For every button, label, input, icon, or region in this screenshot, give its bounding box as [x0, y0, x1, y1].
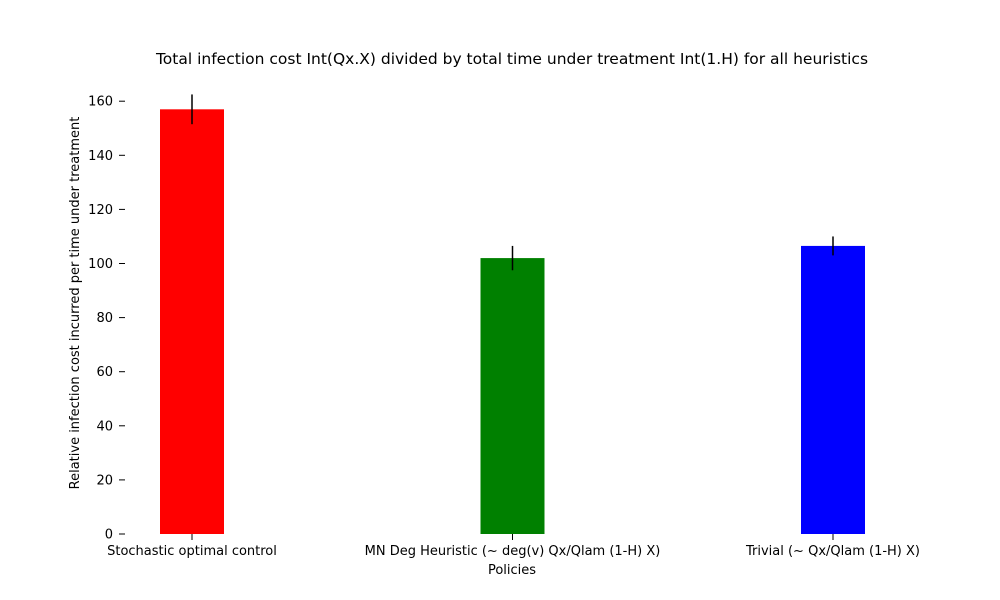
error-bars-group [191, 94, 834, 271]
bar-3 [801, 245, 865, 535]
chart-title: Total infection cost Int(Qx.X) divided b… [155, 50, 868, 68]
x-tick-label: Stochastic optimal control [107, 544, 277, 559]
x-tick-label: MN Deg Heuristic (~ deg(v) Qx/Qlam (1-H)… [365, 544, 661, 559]
x-axis: Stochastic optimal control MN Deg Heurist… [107, 534, 920, 559]
y-tick-label: 160 [88, 95, 113, 110]
x-axis-label: Policies [488, 563, 536, 578]
y-axis-label: Relative infection cost incurred per tim… [68, 117, 83, 490]
x-tick-label: Trivial (~ Qx/Qlam (1-H) X) [745, 544, 920, 559]
y-tick-label: 0 [105, 528, 113, 543]
bar-1 [160, 109, 224, 534]
y-tick-label: 80 [96, 311, 113, 326]
bars-group [160, 109, 865, 535]
y-tick-label: 100 [88, 257, 113, 272]
y-tick-label: 60 [96, 365, 113, 380]
y-tick-label: 40 [96, 419, 113, 434]
bar-2 [480, 258, 545, 534]
y-tick-label: 120 [88, 203, 113, 218]
y-axis: 0 20 40 60 80 100 120 140 160 [88, 95, 125, 543]
y-tick-label: 20 [96, 473, 113, 488]
y-tick-label: 140 [88, 149, 113, 164]
